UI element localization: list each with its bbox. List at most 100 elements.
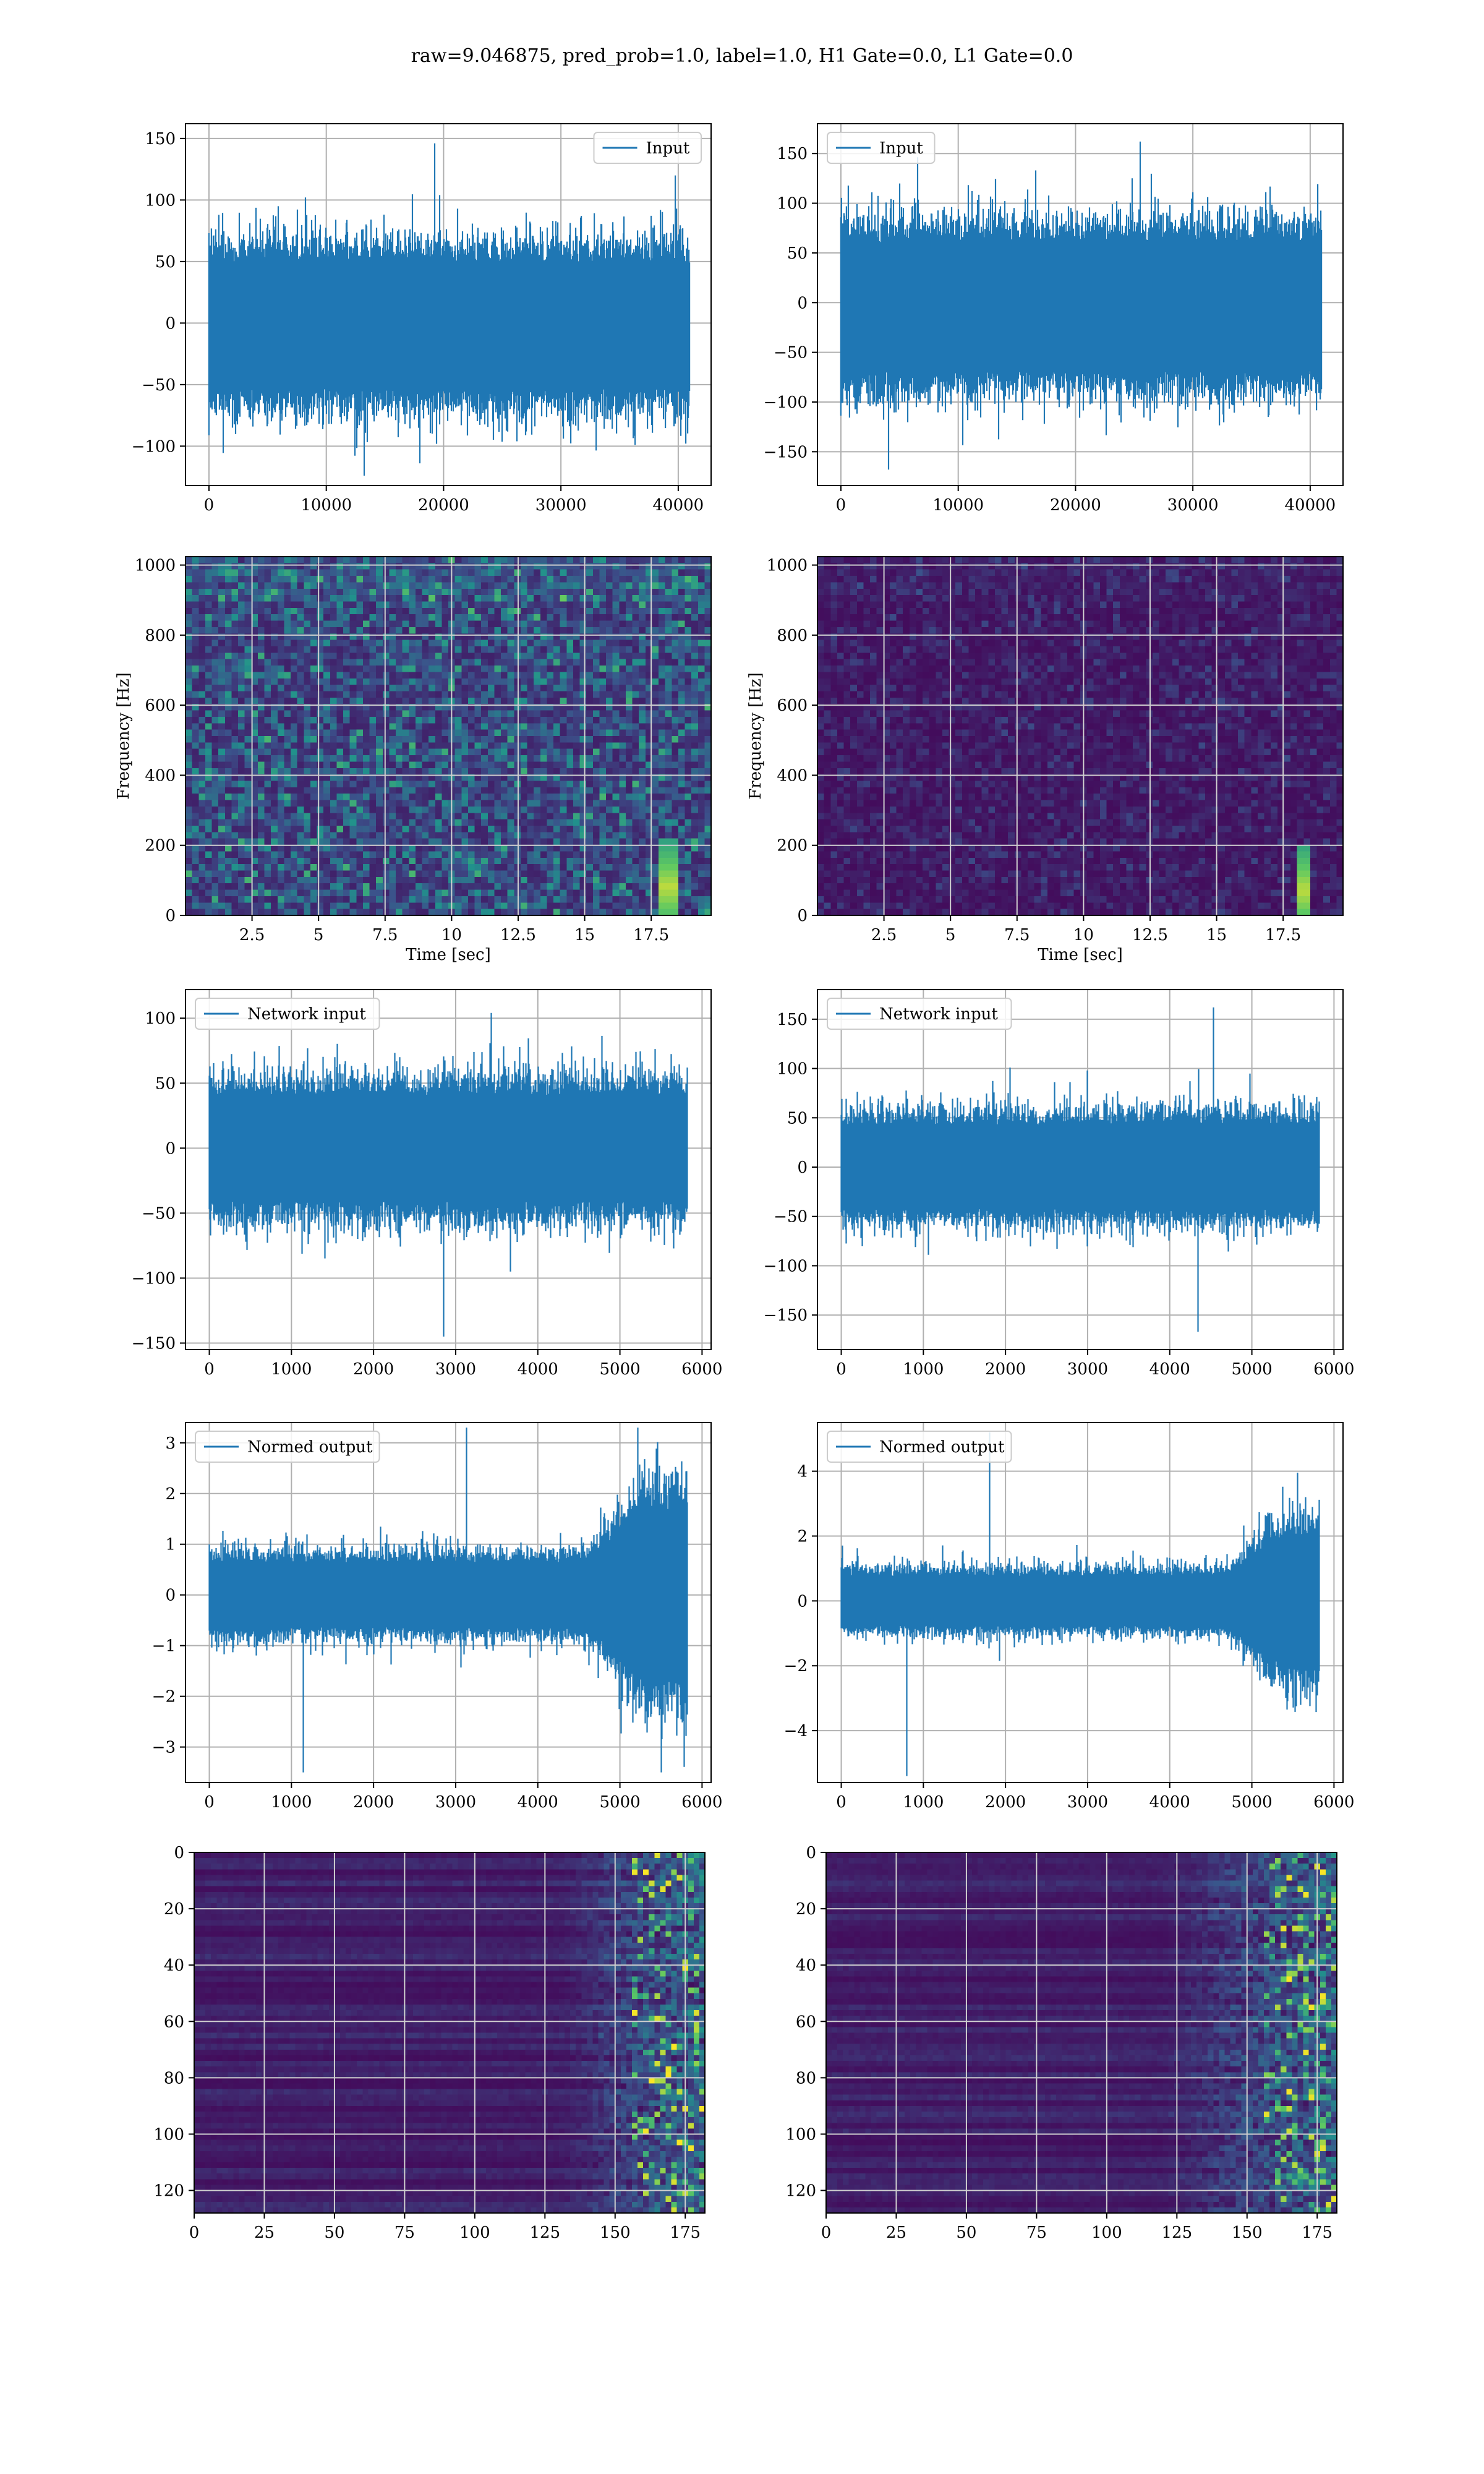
heatmap-cell bbox=[619, 710, 626, 717]
heatmap-cell bbox=[494, 646, 501, 653]
heatmap-cell bbox=[494, 710, 501, 717]
heatmap-cell bbox=[474, 576, 482, 583]
heatmap-cell bbox=[454, 672, 462, 679]
heatmap-cell bbox=[330, 832, 337, 839]
heatmap-cell bbox=[192, 627, 199, 634]
heatmap-cell bbox=[284, 685, 291, 692]
heatmap-cell bbox=[678, 806, 686, 813]
heatmap-cell bbox=[599, 838, 607, 845]
heatmap-cell bbox=[244, 761, 252, 769]
heatmap-cell bbox=[349, 678, 357, 685]
heatmap-cell bbox=[389, 691, 396, 698]
heatmap-cell bbox=[573, 896, 581, 903]
heatmap-cell bbox=[474, 787, 482, 794]
heatmap-cell bbox=[402, 851, 409, 858]
heatmap-cell bbox=[297, 620, 304, 628]
heatmap-cell bbox=[244, 563, 252, 570]
heatmap-cell bbox=[494, 838, 501, 845]
heatmap-cell bbox=[382, 819, 390, 826]
heatmap-cell bbox=[514, 896, 521, 903]
heatmap-cell bbox=[659, 716, 666, 724]
heatmap-cell bbox=[579, 889, 587, 897]
heatmap-cell bbox=[238, 582, 245, 589]
heatmap-cell bbox=[586, 666, 594, 673]
heatmap-cell bbox=[534, 761, 541, 769]
heatmap-cell bbox=[579, 678, 587, 685]
heatmap-cell bbox=[382, 576, 390, 583]
heatmap-cell bbox=[291, 653, 298, 660]
heatmap-cell bbox=[592, 607, 600, 615]
heatmap-cell bbox=[343, 909, 351, 916]
heatmap-cell bbox=[409, 697, 416, 704]
heatmap-cell bbox=[362, 672, 370, 679]
heatmap-cell bbox=[553, 889, 561, 897]
heatmap-cell bbox=[619, 794, 626, 801]
heatmap-cell bbox=[817, 678, 825, 685]
heatmap-cell bbox=[238, 864, 245, 871]
heatmap-cell bbox=[402, 870, 409, 878]
heatmap-cell bbox=[514, 678, 521, 685]
heatmap-cell bbox=[824, 838, 831, 845]
heatmap-cell bbox=[389, 748, 396, 756]
heatmap-cell bbox=[514, 614, 521, 622]
heatmap-cell bbox=[362, 659, 370, 666]
heatmap-cell bbox=[632, 678, 639, 685]
heatmap-cell bbox=[659, 806, 666, 813]
heatmap-cell bbox=[824, 633, 831, 641]
heatmap-cell bbox=[560, 781, 567, 788]
heatmap-cell bbox=[211, 896, 219, 903]
heatmap-cell bbox=[362, 883, 370, 891]
heatmap-cell bbox=[389, 845, 396, 852]
heatmap-cell bbox=[599, 659, 607, 666]
heatmap-cell bbox=[330, 889, 337, 897]
heatmap-cell bbox=[389, 710, 396, 717]
heatmap-cell bbox=[317, 864, 324, 871]
heatmap-cell bbox=[402, 787, 409, 794]
heatmap-cell bbox=[238, 845, 245, 852]
heatmap-cell bbox=[487, 838, 495, 845]
heatmap-cell bbox=[238, 729, 245, 737]
heatmap-cell bbox=[697, 691, 705, 698]
heatmap-cell bbox=[356, 646, 364, 653]
heatmap-cell bbox=[599, 588, 607, 596]
heatmap-cell bbox=[547, 582, 554, 589]
heatmap-cell bbox=[850, 666, 858, 673]
heatmap-cell bbox=[362, 755, 370, 763]
heatmap-cell bbox=[422, 826, 429, 833]
heatmap-cell bbox=[592, 794, 600, 801]
heatmap-cell bbox=[284, 748, 291, 756]
heatmap-cell bbox=[645, 787, 652, 794]
heatmap-cell bbox=[645, 851, 652, 858]
heatmap-cell bbox=[665, 576, 672, 583]
heatmap-cell bbox=[343, 857, 351, 865]
heatmap-cell bbox=[211, 627, 219, 634]
heatmap-cell bbox=[467, 723, 475, 730]
heatmap-cell bbox=[304, 640, 311, 647]
heatmap-cell bbox=[369, 723, 377, 730]
heatmap-cell bbox=[362, 723, 370, 730]
heatmap-cell bbox=[830, 582, 838, 589]
heatmap-cell bbox=[612, 576, 620, 583]
heatmap-cell bbox=[560, 819, 567, 826]
heatmap-cell bbox=[297, 761, 304, 769]
heatmap-cell bbox=[817, 748, 825, 756]
heatmap-cell bbox=[441, 582, 449, 589]
heatmap-cell bbox=[665, 787, 672, 794]
heatmap-cell bbox=[415, 851, 423, 858]
heatmap-cell bbox=[422, 851, 429, 858]
heatmap-cell bbox=[850, 588, 858, 596]
heatmap-cell bbox=[422, 748, 429, 756]
heatmap-cell bbox=[534, 620, 541, 628]
heatmap-cell bbox=[817, 800, 825, 807]
heatmap-cell bbox=[487, 857, 495, 865]
heatmap-cell bbox=[481, 883, 488, 891]
heatmap-cell bbox=[317, 794, 324, 801]
heatmap-cell bbox=[198, 781, 206, 788]
heatmap-cell bbox=[592, 876, 600, 884]
heatmap-cell bbox=[566, 691, 574, 698]
heatmap-cell bbox=[422, 870, 429, 878]
heatmap-cell bbox=[501, 640, 508, 647]
heatmap-cell bbox=[856, 838, 864, 845]
heatmap-cell bbox=[461, 761, 469, 769]
heatmap-cell bbox=[547, 902, 554, 910]
